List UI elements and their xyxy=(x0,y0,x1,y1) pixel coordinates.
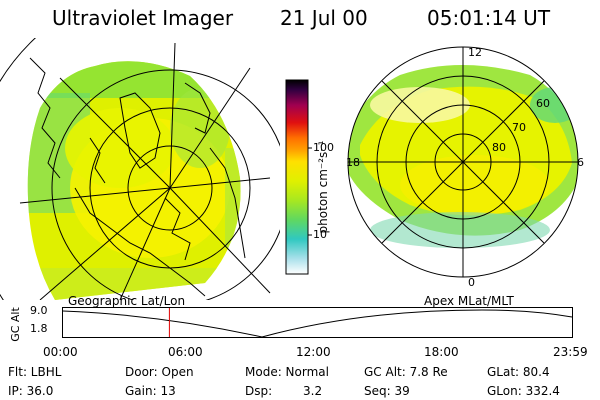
time-label: 05:01:14 UT xyxy=(427,6,551,30)
mlat-label-60: 60 xyxy=(536,97,550,110)
timeline-xtick-0600: 06:00 xyxy=(168,345,203,359)
mlt-label-12: 12 xyxy=(468,46,482,59)
app-title: Ultraviolet Imager xyxy=(52,6,234,30)
colorbar-tick-10: 10 xyxy=(313,228,327,241)
gc-alt-info: GC Alt: 7.8 Re xyxy=(364,365,448,379)
geographic-caption: Geographic Lat/Lon xyxy=(68,294,186,308)
dsp-value: 3.2 xyxy=(303,384,323,398)
glon-info: GLon: 332.4 xyxy=(487,384,560,398)
date-label: 21 Jul 00 xyxy=(280,6,368,30)
door-info: Door: Open xyxy=(125,365,194,379)
colorbar xyxy=(285,79,312,275)
ip-info: IP: 36.0 xyxy=(8,384,54,398)
timeline-ytick-top: 9.0 xyxy=(30,304,48,317)
dsp-label: Dsp: xyxy=(245,384,273,398)
geographic-image-panel xyxy=(0,38,280,300)
timeline-xtick-0000: 00:00 xyxy=(43,345,78,359)
colorbar-tick-100: 100 xyxy=(313,141,334,154)
mlt-label-6: 6 xyxy=(577,156,584,169)
seq-info: Seq: 39 xyxy=(364,384,410,398)
apex-caption: Apex MLat/MLT xyxy=(424,294,514,308)
mode-info: Mode: Normal xyxy=(245,365,329,379)
timeline-xtick-1200: 12:00 xyxy=(296,345,331,359)
timeline-xtick-2359: 23:59 xyxy=(553,345,588,359)
colorbar-unit-label: photon cm⁻²s⁻¹ xyxy=(316,140,330,234)
timeline-ylabel: GC Alt xyxy=(8,307,22,342)
mlat-label-70: 70 xyxy=(512,121,526,134)
mlt-label-0: 0 xyxy=(468,276,475,289)
altitude-curve xyxy=(62,309,573,338)
timeline-plot xyxy=(62,307,573,338)
glat-info: GLat: 80.4 xyxy=(487,365,550,379)
apex-polar-plot xyxy=(347,46,579,278)
gain-info: Gain: 13 xyxy=(125,384,176,398)
mlt-label-18: 18 xyxy=(346,156,360,169)
timeline-ytick-bottom: 1.8 xyxy=(30,322,48,335)
filter-info: Flt: LBHL xyxy=(8,365,62,379)
mlat-label-80: 80 xyxy=(492,141,506,154)
timeline-xtick-1800: 18:00 xyxy=(424,345,459,359)
